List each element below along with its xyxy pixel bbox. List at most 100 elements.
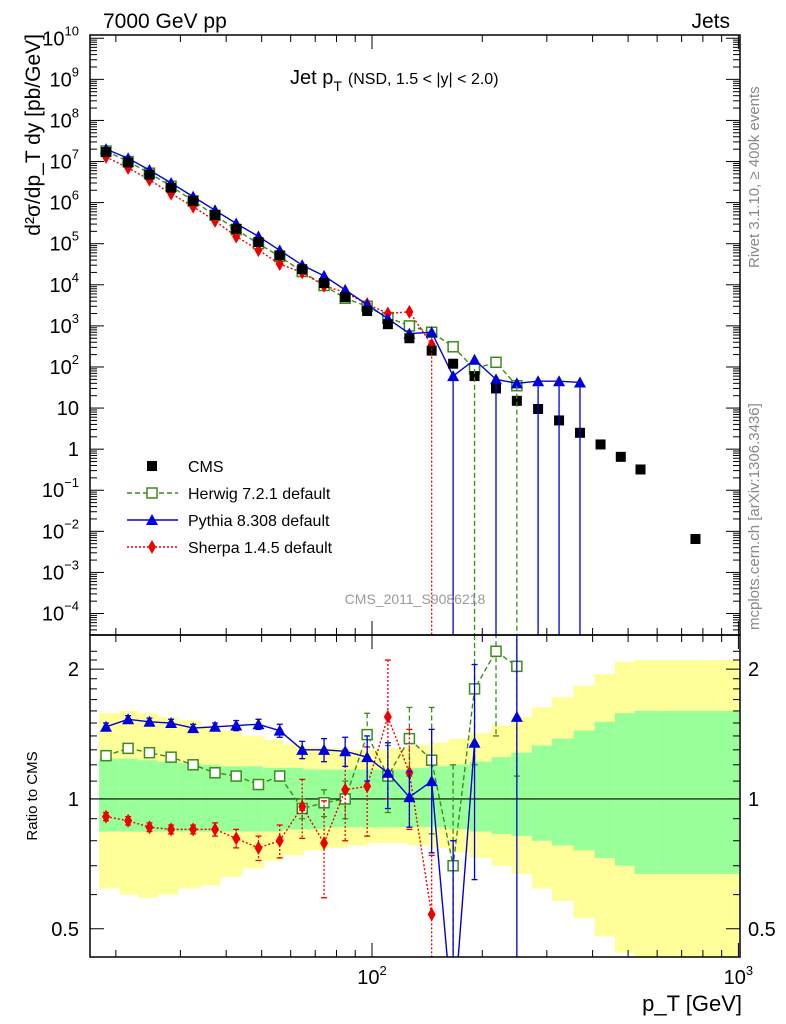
- pythia-spectrum-point: [532, 375, 545, 387]
- y-tick-label-base: 10: [50, 316, 72, 338]
- sherpa-ratio-point: [298, 799, 307, 814]
- pythia-ratio-point: [165, 717, 178, 729]
- pythia-ratio-point: [187, 722, 200, 734]
- y-tick-label-base: 10: [42, 480, 64, 502]
- sherpa-ratio-point: [341, 782, 350, 797]
- y-tick-label-exponent: −3: [64, 557, 79, 572]
- cms-spectrum-point: [382, 319, 393, 330]
- band-green-bin: [552, 738, 575, 846]
- x-tick-label: 102: [357, 963, 386, 989]
- cms-spectrum-point: [404, 333, 415, 344]
- y-tick-label-exponent: −1: [64, 475, 79, 490]
- ratio-uncertainty-bands: [90, 660, 740, 957]
- cms-spectrum-point: [144, 169, 155, 180]
- cms-legend-marker: [147, 461, 157, 471]
- sherpa-ratio-point: [383, 709, 392, 724]
- pythia-ratio-line: [105, 718, 476, 957]
- spectrum-series-group: [100, 143, 701, 635]
- band-green-bin: [614, 713, 635, 866]
- ratio-series-group: [100, 635, 523, 1024]
- cms-spectrum-point: [166, 182, 177, 193]
- y-tick-label-base: 10: [42, 562, 64, 584]
- herwig-ratio-point: [122, 742, 134, 755]
- herwig-spectrum-point: [490, 356, 502, 369]
- y-tick-label-exponent: 3: [72, 311, 79, 326]
- band-green-bin: [99, 758, 121, 832]
- sherpa-ratio-point: [232, 831, 241, 846]
- herwig-ratio-point: [187, 759, 199, 771]
- pythia-ratio-point: [381, 766, 394, 778]
- cms-spectrum-point: [297, 264, 308, 275]
- pythia-ratio-point: [230, 719, 243, 731]
- pythia-ratio-point: [447, 1018, 459, 1024]
- sherpa-legend-marker: [148, 540, 156, 554]
- cms-spectrum-point: [274, 250, 285, 261]
- x-tick-label-exponent: 2: [379, 963, 386, 978]
- sherpa-ratio-line: [105, 714, 433, 915]
- x-tick-label-exponent: 3: [746, 963, 753, 978]
- ratio-frame: [89, 634, 741, 958]
- herwig-spectrum-point: [447, 341, 459, 353]
- pythia-legend-marker: [146, 514, 158, 525]
- cms-spectrum-point: [123, 157, 134, 168]
- cms-spectrum-point: [101, 147, 112, 158]
- band-green-bin: [491, 757, 512, 834]
- plot-title-main: Jet p: [290, 67, 333, 89]
- plot-title: Jet pT (NSD, 1.5 < |y| < 2.0): [290, 67, 499, 94]
- band-green-bin: [594, 721, 616, 858]
- x-tick-label-base: 10: [357, 967, 379, 989]
- plot-title-subscript: T: [333, 78, 342, 94]
- y-tick-label-exponent: 2: [72, 352, 79, 367]
- spectrum-y-tick-label: 108: [50, 105, 79, 132]
- herwig-ratio-point: [252, 778, 265, 791]
- band-green-bin: [177, 763, 201, 832]
- spectrum-y-tick-label: 1010: [42, 23, 79, 50]
- sherpa-spectrum-line: [105, 156, 433, 346]
- y-tick-label-exponent: 10: [65, 23, 79, 38]
- legend: CMS Herwig 7.2.1 default Pythia 8.308 defa…: [127, 459, 333, 557]
- herwig-legend-label: Herwig 7.2.1 default: [188, 486, 331, 503]
- sherpa-ratio-point: [167, 822, 176, 837]
- cms-spectrum-point: [362, 306, 373, 317]
- y-tick-label-base: 10: [42, 604, 64, 626]
- pythia-ratio-point: [122, 713, 135, 725]
- spectrum-y-tick-label: 103: [50, 311, 79, 338]
- sherpa-spectrum-point: [405, 304, 414, 319]
- pythia-legend-label: Pythia 8.308 default: [188, 513, 330, 530]
- ratio-y-tick-label: 1: [68, 789, 79, 811]
- spectrum-y-tick-label: 107: [50, 147, 79, 174]
- pythia-ratio-point: [318, 743, 331, 755]
- y-tick-label-exponent: −2: [64, 516, 79, 531]
- ratio-y-axis-title: Ratio to CMS: [24, 751, 41, 840]
- band-green-bin: [531, 745, 553, 841]
- spectrum-y-tick-label: 10−4: [42, 599, 79, 626]
- cms-spectrum-point: [469, 371, 480, 382]
- spectrum-y-tick-label: 1: [68, 439, 79, 461]
- sherpa-ratio-point: [145, 820, 154, 835]
- herwig-ratio-point: [209, 767, 221, 779]
- y-tick-label-exponent: 4: [72, 270, 79, 285]
- pythia-ratio-point: [100, 720, 113, 732]
- pythia-spectrum-point: [490, 373, 503, 385]
- pythia-ratio-point: [403, 791, 416, 803]
- y-tick-label-exponent: 9: [72, 64, 79, 79]
- sherpa-ratio-point: [320, 836, 329, 851]
- y-tick-label-base: 10: [50, 275, 72, 297]
- header-observable-label: Jets: [691, 10, 730, 33]
- band-green-bin: [407, 767, 430, 828]
- ratio-y-tick-label: 0.5: [51, 919, 79, 941]
- herwig-ratio-point: [100, 749, 112, 762]
- band-green-bin: [138, 760, 159, 832]
- pythia-spectrum-point: [468, 353, 481, 365]
- band-green-bin: [634, 710, 658, 874]
- pythia-ratio-point: [468, 736, 481, 748]
- cms-spectrum-point: [615, 451, 626, 462]
- sherpa-ratio-point: [275, 833, 284, 848]
- cms-spectrum-point: [448, 358, 459, 369]
- x-tick-label: 103: [724, 963, 753, 989]
- pythia-ratio-point: [209, 720, 222, 732]
- ratio-y-axis: 0.5 0.5 1 1 2 2: [51, 650, 776, 941]
- cms-spectrum-point: [511, 395, 522, 406]
- y-tick-label-base: 10: [42, 28, 64, 50]
- sherpa-ratio-point: [254, 840, 263, 855]
